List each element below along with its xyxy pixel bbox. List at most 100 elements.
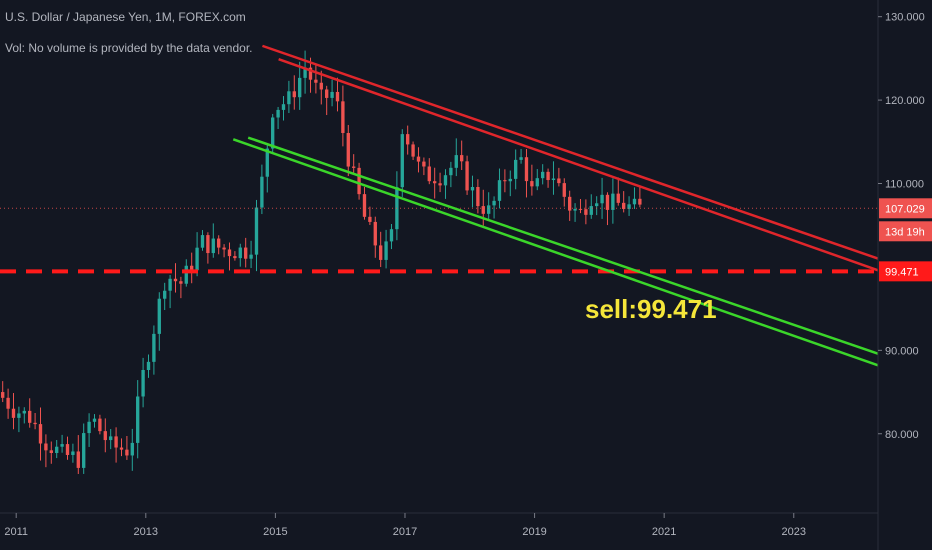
candle <box>222 247 226 250</box>
candle <box>487 205 491 214</box>
candle <box>535 178 539 187</box>
candle <box>330 91 334 98</box>
candle <box>17 413 21 418</box>
candle <box>600 194 604 204</box>
candle <box>594 203 599 207</box>
candle <box>82 433 86 468</box>
candle <box>179 281 183 284</box>
candle <box>568 196 572 211</box>
candle <box>233 256 237 259</box>
candle <box>524 157 529 182</box>
candle <box>551 178 556 181</box>
candle <box>319 82 323 90</box>
candle <box>136 396 140 443</box>
resistance-trendline-2 <box>278 58 879 272</box>
candle <box>287 91 291 105</box>
candle <box>157 298 161 334</box>
candle <box>616 193 620 203</box>
y-tick-label: 90.000 <box>885 345 919 357</box>
candle <box>335 91 340 102</box>
candle <box>244 247 248 259</box>
candle <box>200 235 205 248</box>
candle <box>98 418 102 432</box>
level-price-badge <box>879 261 932 282</box>
candle <box>11 408 16 418</box>
candle <box>130 442 134 456</box>
candle <box>206 235 210 254</box>
candle <box>584 209 588 215</box>
support-trendline-1 <box>232 138 879 367</box>
candle <box>217 238 221 248</box>
candle <box>562 183 566 197</box>
candle <box>254 207 259 255</box>
candle <box>627 204 631 209</box>
candle <box>621 202 626 209</box>
candle <box>227 249 232 257</box>
trendlines-layer <box>0 44 879 367</box>
y-tick-label: 120.000 <box>885 95 925 107</box>
candle <box>65 444 70 455</box>
candle <box>406 134 410 145</box>
candle <box>271 117 275 149</box>
candle <box>465 161 469 191</box>
candle <box>411 144 415 157</box>
level-price-label: 99.471 <box>885 266 919 278</box>
candle <box>87 421 91 434</box>
candle <box>44 443 48 451</box>
candle <box>470 186 475 191</box>
candle <box>427 166 431 182</box>
candle <box>589 206 593 215</box>
candle <box>611 193 615 210</box>
candle <box>168 278 172 291</box>
candle <box>632 198 637 205</box>
candle <box>443 175 448 186</box>
candle <box>546 171 550 181</box>
candle <box>503 180 507 182</box>
candle <box>476 186 480 207</box>
candle <box>357 167 361 195</box>
y-tick-label: 110.000 <box>885 179 924 191</box>
x-tick-label: 2023 <box>782 526 806 538</box>
candle <box>6 397 10 409</box>
candle <box>119 447 124 450</box>
candle <box>573 208 577 211</box>
candle <box>368 216 372 222</box>
candle <box>508 178 512 182</box>
candle <box>141 370 145 397</box>
candle <box>38 424 43 444</box>
candle <box>195 247 199 271</box>
candle <box>433 181 437 184</box>
candle <box>49 450 53 454</box>
candle <box>60 444 64 447</box>
candle <box>276 109 280 118</box>
x-tick-label: 2011 <box>4 526 28 538</box>
symbol-title[interactable]: U.S. Dollar / Japanese Yen, 1M, FOREX.co… <box>5 10 246 24</box>
resistance-trendline-1 <box>262 44 879 260</box>
candle <box>541 171 545 179</box>
candle <box>260 176 264 208</box>
candle <box>314 79 318 83</box>
candle <box>76 451 80 468</box>
candle <box>114 436 118 448</box>
last-price-label: 107.029 <box>885 203 925 215</box>
candle <box>384 241 388 260</box>
candle <box>173 278 178 282</box>
candle <box>341 101 345 134</box>
x-tick-label: 2021 <box>652 526 676 538</box>
candle <box>146 361 151 371</box>
candle <box>416 156 421 162</box>
candle <box>33 422 37 425</box>
countdown-badge <box>879 221 932 242</box>
candle <box>557 178 561 184</box>
x-tick-label: 2015 <box>263 526 287 538</box>
candle <box>449 167 453 176</box>
candle <box>22 410 26 414</box>
candle <box>514 159 518 179</box>
annotation-layer: sell:99.471 <box>585 294 717 324</box>
candle <box>92 418 97 422</box>
candle <box>303 67 307 78</box>
candle <box>249 254 253 259</box>
